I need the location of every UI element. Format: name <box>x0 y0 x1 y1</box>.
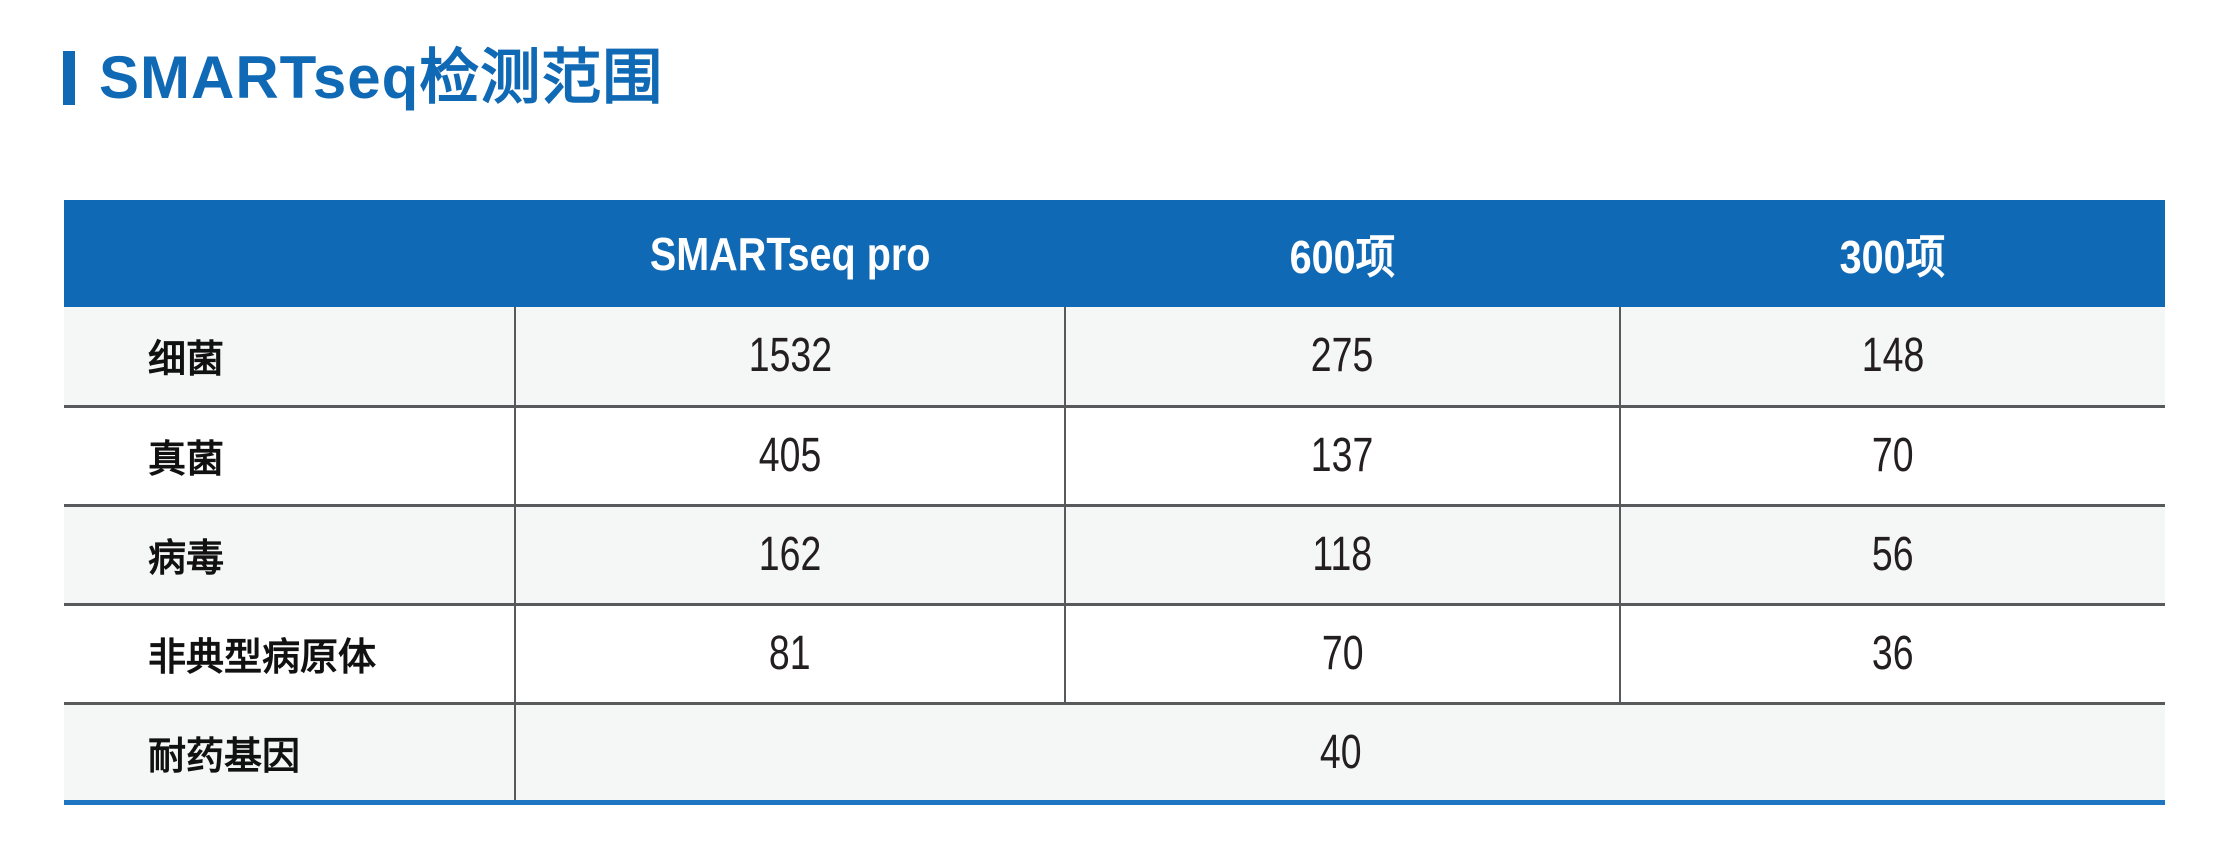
cell-value: 1532 <box>514 307 1065 406</box>
detection-range-table: SMARTseq pro 600项 300项 细菌 1532 275 148 真… <box>64 200 2165 805</box>
cell-value: 148 <box>1619 307 2165 406</box>
value-text: 36 <box>1872 627 1914 680</box>
cell-value: 405 <box>514 406 1065 505</box>
header-label: 600项 <box>1289 230 1396 283</box>
cell-value: 118 <box>1064 505 1620 604</box>
value-text: 70 <box>1872 429 1914 482</box>
value-text: 81 <box>769 627 811 680</box>
cell-value-merged: 40 <box>514 703 2165 802</box>
value-text: 137 <box>1311 429 1374 482</box>
row-label: 非典型病原体 <box>148 637 377 679</box>
cell-value: 36 <box>1619 604 2165 703</box>
cell-value: 162 <box>514 505 1065 604</box>
cell-value: 81 <box>514 604 1065 703</box>
value-text: 118 <box>1312 528 1373 581</box>
value-text: 162 <box>758 528 822 581</box>
section-title: SMARTseq检测范围 <box>63 48 663 108</box>
row-label: 病毒 <box>148 538 225 580</box>
value-text: 40 <box>1319 725 1362 779</box>
cell-value: 70 <box>1064 604 1620 703</box>
table-body: 细菌 1532 275 148 真菌 405 137 70 病毒 162 118… <box>64 307 2165 802</box>
header-row: SMARTseq pro 600项 300项 <box>64 200 2165 307</box>
cell-value: 56 <box>1619 505 2165 604</box>
table-row-resistance-gene: 耐药基因 40 <box>64 703 2165 802</box>
header-label: 300项 <box>1839 230 1946 283</box>
table-header: SMARTseq pro 600项 300项 <box>64 200 2165 307</box>
cell-value: 70 <box>1619 406 2165 505</box>
header-cell-empty <box>64 200 515 307</box>
page-title: SMARTseq检测范围 <box>99 44 664 111</box>
value-text: 405 <box>758 429 822 482</box>
table-row-atypical-pathogen: 非典型病原体 81 70 36 <box>64 604 2165 703</box>
cell-value: 137 <box>1064 406 1620 505</box>
value-text: 275 <box>1311 329 1374 383</box>
header-label: SMARTseq pro <box>649 227 931 280</box>
header-cell-300: 300项 <box>1620 200 2165 307</box>
value-text: 1532 <box>748 329 832 383</box>
header-cell-600: 600项 <box>1065 200 1620 307</box>
value-text: 70 <box>1321 627 1364 680</box>
header-cell-smartseq-pro: SMARTseq pro <box>515 200 1065 307</box>
title-accent-bar <box>63 51 75 105</box>
cell-value: 275 <box>1064 307 1620 406</box>
row-label: 真菌 <box>148 439 225 481</box>
row-label: 细菌 <box>148 339 225 382</box>
value-text: 56 <box>1872 528 1914 581</box>
table-row-fungi: 真菌 405 137 70 <box>64 406 2165 505</box>
value-text: 148 <box>1861 329 1925 383</box>
table-row-bacteria: 细菌 1532 275 148 <box>64 307 2165 406</box>
row-label: 耐药基因 <box>148 735 301 778</box>
table-row-virus: 病毒 162 118 56 <box>64 505 2165 604</box>
